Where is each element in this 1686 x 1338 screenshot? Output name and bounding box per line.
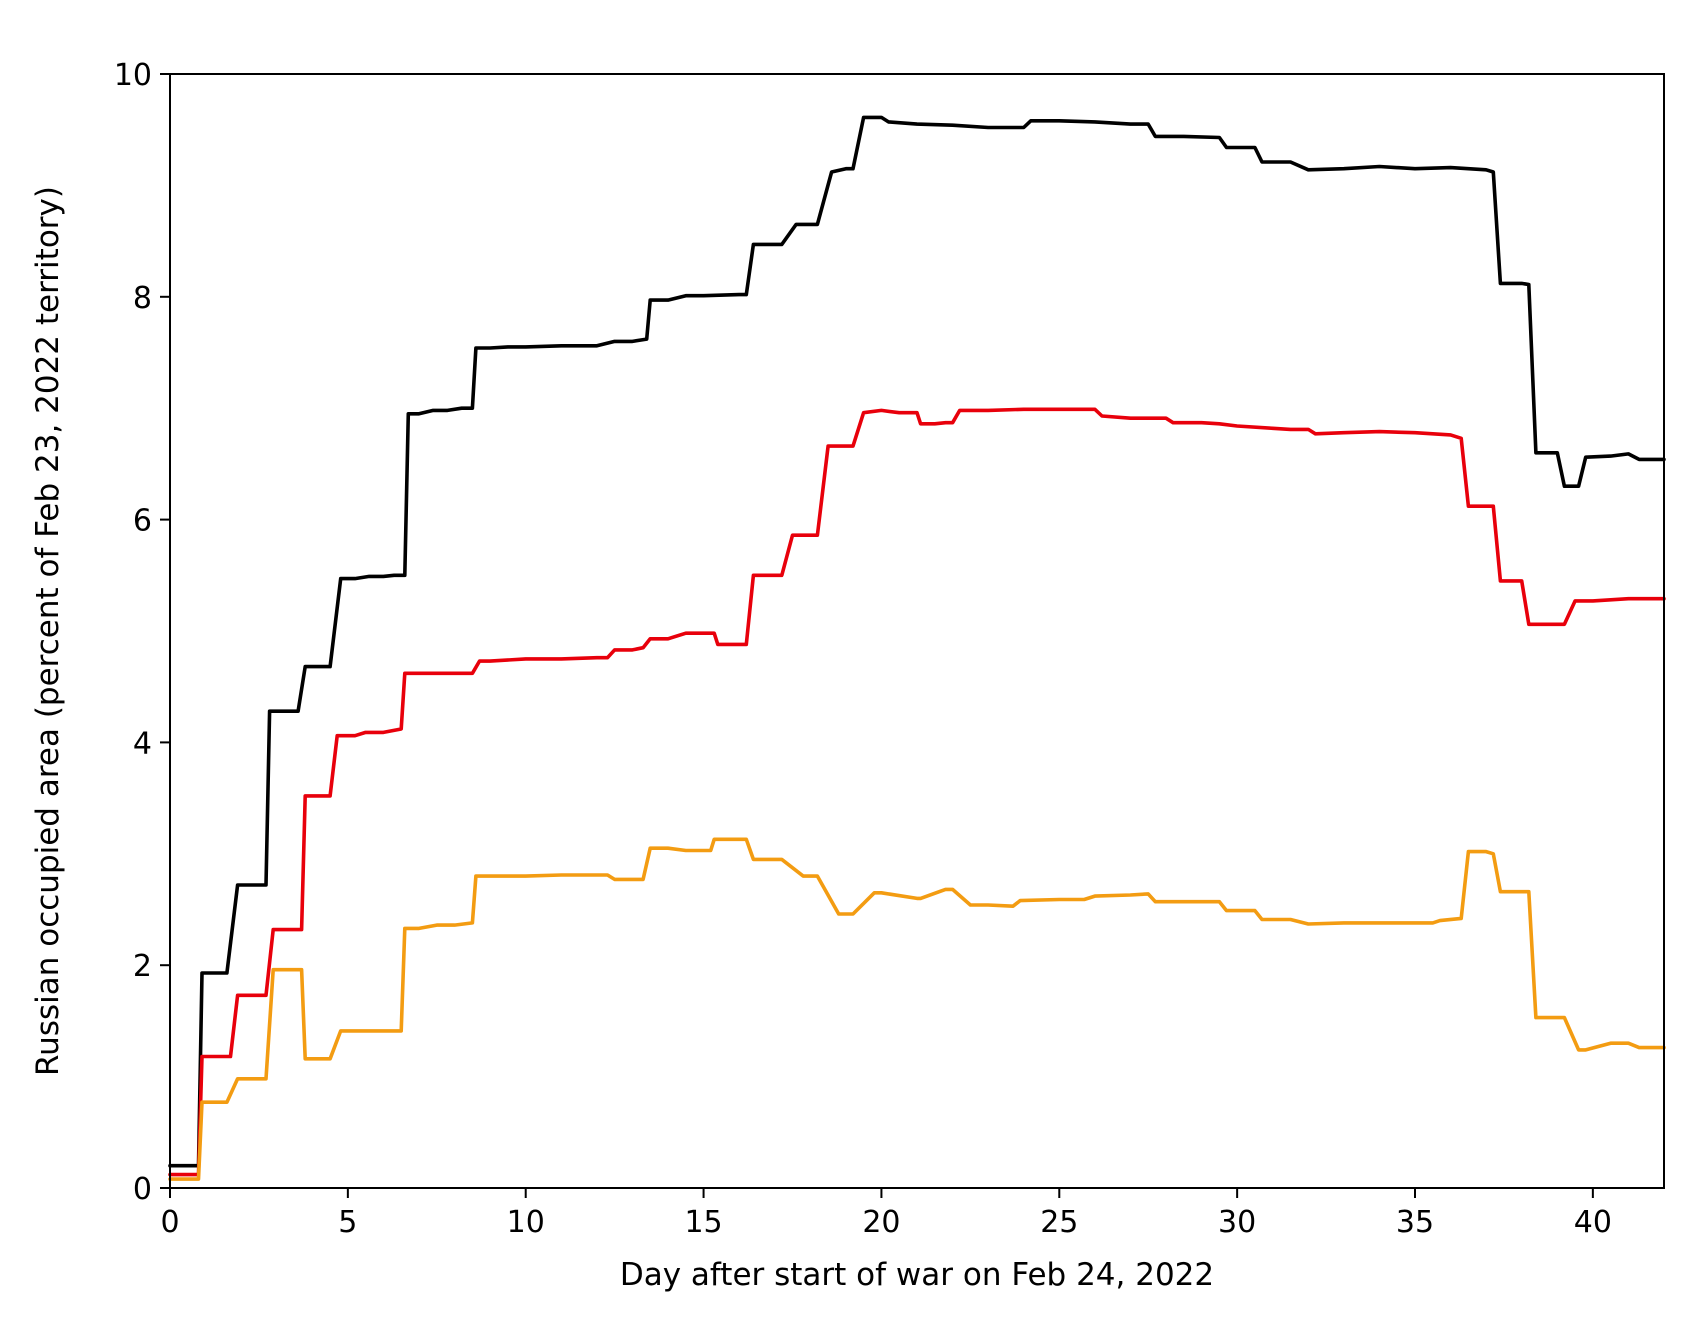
y-tick-label: 8 (133, 281, 152, 316)
x-tick-label: 0 (160, 1205, 179, 1240)
x-tick-label: 10 (507, 1205, 545, 1240)
y-tick-label: 2 (133, 949, 152, 984)
x-axis-label: Day after start of war on Feb 24, 2022 (620, 1257, 1214, 1293)
x-tick-label: 5 (338, 1205, 357, 1240)
series-line-3 (168, 837, 1666, 1181)
y-tick-label: 4 (133, 726, 152, 761)
y-tick-label: 10 (114, 58, 152, 93)
x-tick-label: 30 (1218, 1205, 1256, 1240)
y-tick-label: 6 (133, 504, 152, 539)
series-line-2 (168, 407, 1666, 1177)
series-line-1 (168, 115, 1666, 1168)
plot-lines (168, 115, 1666, 1181)
x-tick-label: 25 (1040, 1205, 1078, 1240)
plot-frame (169, 73, 1665, 1189)
x-tick-label: 15 (684, 1205, 722, 1240)
x-tick-label: 35 (1396, 1205, 1434, 1240)
x-axis-ticks: 0 5 10 15 20 25 30 35 40 (160, 1188, 1612, 1240)
y-tick-label: 0 (133, 1172, 152, 1207)
y-axis-ticks: 0 2 4 6 8 10 (114, 58, 170, 1207)
x-tick-label: 40 (1574, 1205, 1612, 1240)
x-tick-label: 20 (862, 1205, 900, 1240)
y-axis-label: Russian occupied area (percent of Feb 23… (30, 186, 66, 1076)
